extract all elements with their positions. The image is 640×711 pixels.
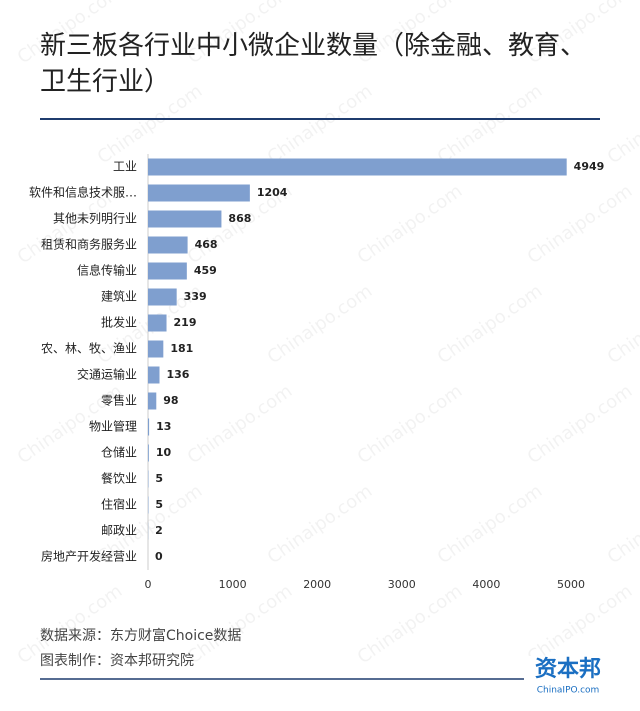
y-tick-label: 邮政业 xyxy=(101,524,137,538)
value-label: 181 xyxy=(170,342,193,355)
y-tick-label: 仓储业 xyxy=(101,445,137,460)
value-label: 4949 xyxy=(574,160,605,173)
chart-title: 新三板各行业中小微企业数量（除金融、教育、卫生行业） xyxy=(40,31,587,97)
x-tick-label: 4000 xyxy=(472,578,500,591)
bar xyxy=(148,444,149,462)
watermark: Chinaipo.com xyxy=(524,181,637,269)
credit: 图表制作：资本邦研究院 xyxy=(40,653,194,669)
watermark: Chinaipo.com xyxy=(354,381,467,469)
watermark: Chinaipo.com xyxy=(524,581,637,669)
value-label: 5 xyxy=(155,498,163,511)
y-tick-label: 餐饮业 xyxy=(101,471,137,486)
watermark: Chinaipo.com xyxy=(14,581,127,669)
y-tick-label: 软件和信息技术服… xyxy=(29,185,137,200)
logo-bg xyxy=(524,656,608,698)
value-label: 10 xyxy=(156,446,172,459)
bar xyxy=(148,288,177,306)
watermark: Chinaipo.com xyxy=(524,381,637,469)
watermark: Chinaipo.com xyxy=(184,181,297,269)
value-label: 0 xyxy=(155,550,163,563)
y-tick-label: 信息传输业 xyxy=(77,263,137,278)
value-label: 1204 xyxy=(257,186,288,199)
bar xyxy=(148,184,250,202)
y-tick-label: 房地产开发经营业 xyxy=(41,549,137,564)
watermark: Chinaipo.com xyxy=(14,381,127,469)
logo: 资本邦 xyxy=(535,657,601,682)
value-label: 459 xyxy=(194,264,217,277)
bar xyxy=(148,314,167,332)
y-tick-label: 交通运输业 xyxy=(77,367,137,382)
watermark: Chinaipo.com xyxy=(354,581,467,669)
bar xyxy=(148,340,164,358)
value-label: 13 xyxy=(156,420,171,433)
y-tick-label: 住宿业 xyxy=(101,497,137,512)
y-tick-label: 批发业 xyxy=(101,315,137,330)
watermark: Chinaipo.com xyxy=(434,281,547,369)
y-tick-label: 零售业 xyxy=(101,393,137,408)
watermark: Chinaipo.com xyxy=(94,281,207,369)
y-tick-label: 租赁和商务服务业 xyxy=(41,237,137,252)
value-label: 868 xyxy=(228,212,251,225)
watermark: Chinaipo.com xyxy=(604,281,640,369)
watermark: Chinaipo.com xyxy=(264,481,377,569)
y-tick-label: 物业管理 xyxy=(89,419,137,434)
watermark: Chinaipo.com xyxy=(604,481,640,569)
y-tick-label: 建筑业 xyxy=(101,289,137,304)
bar xyxy=(148,210,222,228)
bar xyxy=(148,158,567,176)
y-tick-label: 工业 xyxy=(113,160,137,174)
watermark: Chinaipo.com xyxy=(94,481,207,569)
watermark: Chinaipo.com xyxy=(264,281,377,369)
watermark: Chinaipo.com xyxy=(14,181,127,269)
value-label: 136 xyxy=(167,368,190,381)
value-label: 219 xyxy=(174,316,197,329)
value-label: 2 xyxy=(155,524,163,537)
bar xyxy=(148,262,187,280)
value-label: 468 xyxy=(195,238,218,251)
source: 数据来源：东方财富Choice数据 xyxy=(40,627,241,644)
x-tick-label: 3000 xyxy=(388,578,416,591)
bar xyxy=(148,236,188,254)
watermark: Chinaipo.com xyxy=(354,181,467,269)
value-label: 98 xyxy=(163,394,178,407)
x-tick-label: 5000 xyxy=(557,578,585,591)
bar xyxy=(148,366,160,384)
logo-sub: ChinaIPO.com xyxy=(537,686,600,696)
x-tick-label: 1000 xyxy=(219,578,247,591)
x-tick-label: 0 xyxy=(145,578,152,591)
watermark: Chinaipo.com xyxy=(184,381,297,469)
value-label: 5 xyxy=(155,472,163,485)
y-tick-label: 农、林、牧、渔业 xyxy=(41,342,137,356)
y-tick-label: 其他未列明行业 xyxy=(53,212,137,226)
bar xyxy=(148,392,157,410)
watermark: Chinaipo.com xyxy=(434,481,547,569)
bar xyxy=(148,418,150,436)
watermark: Chinaipo.com xyxy=(184,581,297,669)
x-tick-label: 2000 xyxy=(303,578,331,591)
value-label: 339 xyxy=(184,290,207,303)
